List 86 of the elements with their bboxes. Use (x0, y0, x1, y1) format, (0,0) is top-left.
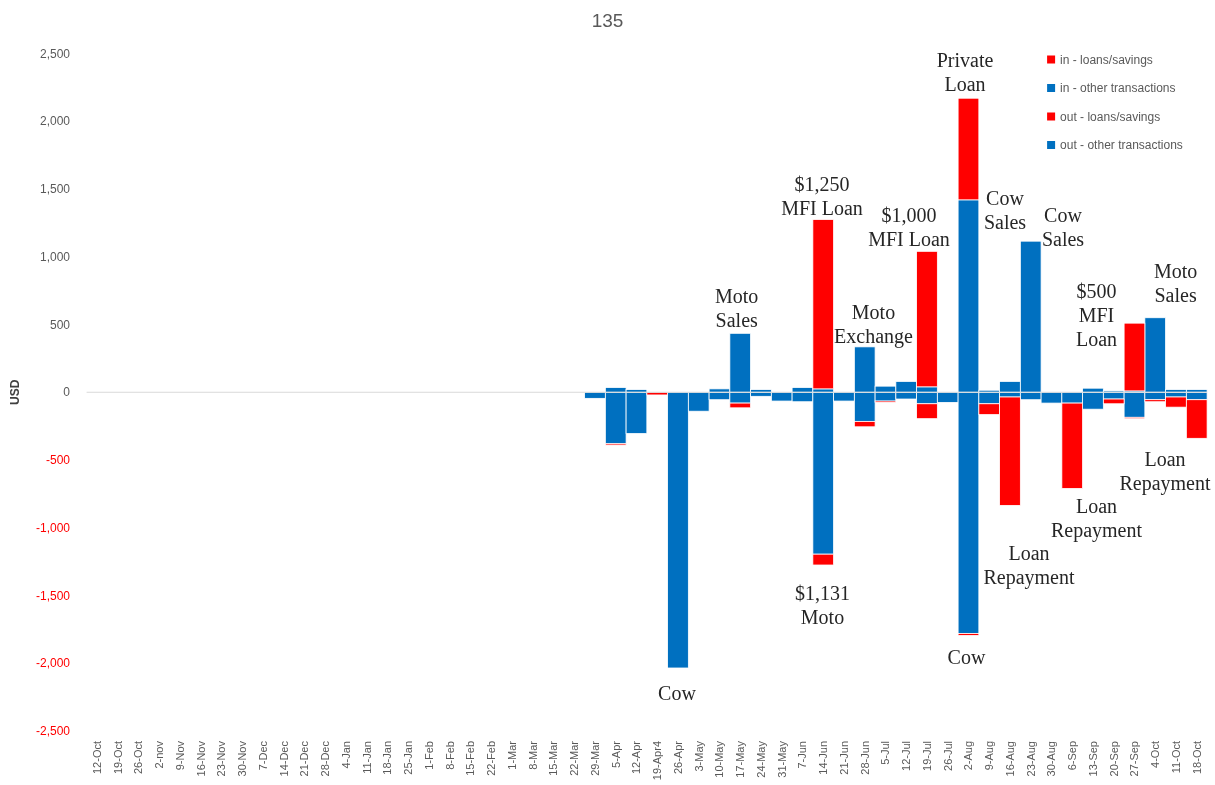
x-tick-label: 1-Feb (422, 741, 435, 770)
y-tick-label: 0 (63, 385, 71, 400)
x-tick-label: 23-Nov (215, 740, 228, 777)
y-tick-label: 1,500 (39, 182, 71, 197)
x-tick-label: 15-Feb (464, 741, 477, 776)
annotation: Cow Sales (1041, 204, 1085, 250)
annotation: $1,250 MFI Loan (781, 172, 863, 219)
legend-label: in - loans/savings (1060, 52, 1153, 67)
x-tick-label: 11-Jan (360, 741, 373, 774)
x-tick-label: 24-May (754, 740, 767, 778)
x-tick-label: 3-May (692, 740, 705, 772)
chart-title: 135 (591, 9, 624, 31)
x-tick-label: 15-Mar (547, 740, 560, 776)
x-tick-label: 23-Aug (1024, 741, 1037, 777)
x-tick-label: 1-Mar (505, 740, 518, 770)
legend-label: in - other transactions (1060, 81, 1176, 96)
annotation: Cow (658, 681, 697, 704)
x-tick-label: 2-nov (153, 740, 166, 769)
annotation: $1,000 MFI Loan (868, 204, 950, 250)
annotation: Loan Repayment (983, 542, 1075, 589)
x-tick-label: 7-Dec (256, 740, 269, 771)
x-tick-label: 4-Jan (339, 741, 352, 769)
x-tick-label: 30-Nov (236, 740, 249, 777)
legend-label: out - other transactions (1060, 138, 1183, 153)
y-tick-label: -2,500 (35, 724, 71, 739)
x-tick-label: 29-Mar (588, 740, 601, 776)
x-tick-label: 21-Dec (298, 740, 311, 777)
x-tick-label: 19-Oct (111, 741, 124, 775)
x-tick-label: 19-Apr4 (651, 741, 664, 781)
x-tick-label: 28-Dec (319, 740, 332, 777)
y-tick-label: -2,000 (35, 656, 71, 671)
x-tick-label: 12-Apr (630, 740, 643, 775)
annotation: Moto Exchange (834, 300, 914, 348)
y-tick-label: -1,000 (35, 520, 71, 535)
x-tick-label: 18-Jan (381, 741, 394, 775)
x-tick-label: 31-May (775, 740, 788, 778)
annotation: Moto Sales (1153, 260, 1198, 306)
annotation: $1,131 Moto (795, 582, 850, 628)
x-tick-label: 26-Jul (941, 741, 954, 771)
x-tick-label: 16-Aug (1003, 741, 1016, 777)
x-tick-label: 17-May (734, 740, 747, 778)
x-tick-label: 9-Aug (983, 741, 996, 771)
x-tick-label: 6-Sep (1066, 741, 1079, 771)
x-tick-label: 25-Jan (402, 741, 415, 775)
x-tick-label: 10-May (713, 740, 726, 778)
x-tick-label: 19-Jul (920, 741, 933, 771)
x-tick-label: 7-Jun (796, 741, 809, 769)
x-tick-label: 8-Feb (443, 741, 456, 770)
x-tick-label: 22-Feb (485, 741, 498, 776)
annotation: Loan Repayment (1119, 447, 1211, 495)
annotation: Cow (947, 646, 986, 668)
x-tick-label: 16-Nov (194, 740, 207, 777)
x-tick-label: 26-Apr (671, 740, 684, 775)
x-tick-label: 22-Mar (568, 740, 581, 776)
y-tick-label: 500 (49, 317, 71, 332)
x-tick-label: 12-Jul (900, 741, 913, 771)
x-tick-label: 11-Oct (1169, 741, 1182, 774)
y-tick-label: 2,500 (39, 46, 71, 61)
annotation: Loan Repayment (1050, 495, 1143, 542)
x-tick-label: 21-Jun (837, 741, 850, 775)
x-tick-label: 9-Nov (173, 740, 186, 771)
x-tick-label: 14-Dec (277, 740, 290, 777)
x-tick-label: 5-Jul (879, 741, 892, 765)
y-axis-title: USD (8, 379, 23, 405)
x-tick-label: 26-Oct (132, 741, 145, 775)
x-tick-label: 12-Oct (90, 741, 103, 775)
x-tick-label: 4-Oct (1149, 741, 1162, 768)
annotation: Private Loan (936, 48, 994, 95)
annotation: Moto Sales (715, 285, 759, 331)
x-tick-label: 18-Oct (1190, 741, 1203, 775)
y-tick-label: -500 (45, 453, 71, 468)
x-tick-label: 30-Aug (1045, 741, 1058, 777)
x-tick-label: 8-Mar (526, 740, 539, 770)
legend-label: out - loans/savings (1060, 109, 1161, 124)
x-tick-label: 14-Jun (817, 741, 830, 775)
x-tick-label: 20-Sep (1107, 741, 1120, 777)
x-tick-label: 27-Sep (1128, 741, 1141, 777)
annotation: $500 MFI Loan (1075, 280, 1118, 350)
annotation: Cow Sales (983, 187, 1027, 233)
y-tick-label: 2,000 (39, 114, 71, 129)
y-tick-label: -1,500 (35, 588, 71, 603)
y-tick-label: 1,000 (39, 249, 71, 264)
x-tick-label: 28-Jun (858, 741, 871, 775)
x-tick-label: 2-Aug (962, 741, 975, 771)
x-tick-label: 13-Sep (1086, 741, 1099, 777)
x-tick-label: 5-Apr (609, 740, 622, 768)
